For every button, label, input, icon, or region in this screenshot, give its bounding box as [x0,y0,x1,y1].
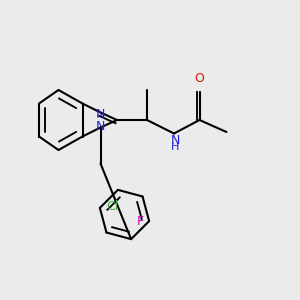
Text: H: H [171,142,180,152]
Text: N: N [96,107,105,121]
Text: Cl: Cl [106,200,118,213]
Text: N: N [96,119,105,133]
Text: O: O [195,72,204,85]
Text: N: N [171,134,180,147]
Text: F: F [136,214,144,228]
